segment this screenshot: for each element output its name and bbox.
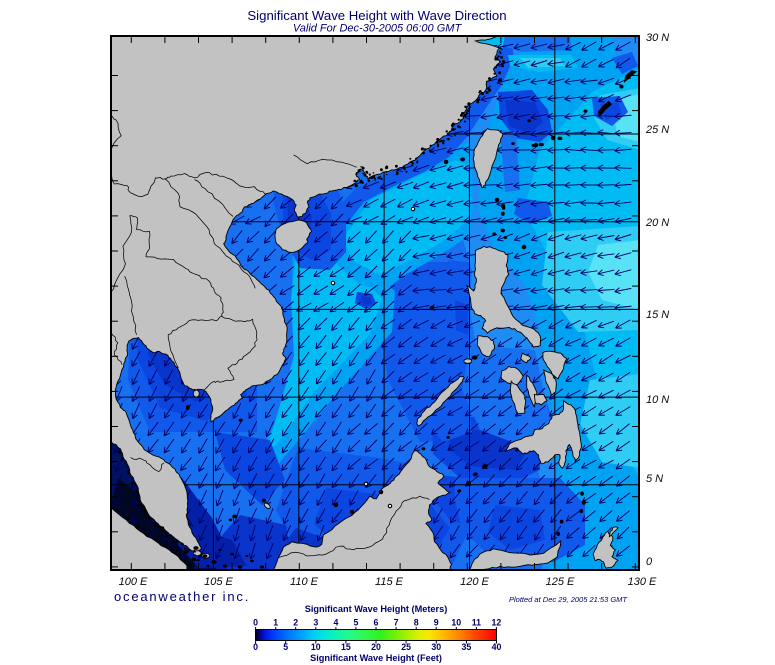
svg-text:9: 9 (434, 618, 439, 628)
svg-text:100 E: 100 E (119, 576, 148, 588)
svg-text:Significant Wave Height (Feet): Significant Wave Height (Feet) (310, 653, 442, 663)
svg-text:1: 1 (273, 618, 278, 628)
svg-text:15: 15 (341, 642, 351, 652)
svg-text:10 N: 10 N (646, 394, 669, 406)
svg-text:120 E: 120 E (460, 576, 489, 588)
svg-text:4: 4 (333, 618, 338, 628)
svg-text:Plotted at Dec 29, 2005 21:53: Plotted at Dec 29, 2005 21:53 GMT (509, 595, 628, 604)
svg-text:20 N: 20 N (645, 217, 669, 229)
svg-text:5: 5 (283, 642, 288, 652)
svg-text:Significant Wave Height with W: Significant Wave Height with Wave Direct… (247, 8, 506, 23)
svg-text:8: 8 (414, 618, 419, 628)
svg-text:6: 6 (374, 618, 379, 628)
svg-text:25 N: 25 N (645, 124, 669, 136)
svg-text:5 N: 5 N (646, 473, 663, 485)
svg-text:11: 11 (472, 618, 481, 628)
svg-text:7: 7 (394, 618, 399, 628)
svg-text:15 N: 15 N (646, 309, 669, 321)
svg-text:35: 35 (462, 642, 472, 652)
svg-text:20: 20 (371, 642, 381, 652)
svg-text:Significant Wave Height (Meter: Significant Wave Height (Meters) (305, 604, 448, 614)
svg-text:oceanweather inc.: oceanweather inc. (114, 589, 250, 604)
svg-text:0: 0 (253, 642, 258, 652)
svg-text:0: 0 (253, 618, 258, 628)
svg-text:125 E: 125 E (546, 576, 575, 588)
svg-text:110 E: 110 E (290, 576, 319, 588)
svg-text:5: 5 (353, 618, 358, 628)
svg-text:115 E: 115 E (375, 576, 404, 588)
svg-text:40: 40 (492, 642, 502, 652)
svg-text:30 N: 30 N (646, 32, 669, 44)
svg-text:Valid For Dec-30-2005 06:00 GM: Valid For Dec-30-2005 06:00 GMT (293, 23, 463, 35)
svg-text:130 E: 130 E (628, 576, 657, 588)
svg-text:10: 10 (451, 618, 461, 628)
svg-text:0: 0 (646, 556, 653, 568)
svg-text:2: 2 (293, 618, 298, 628)
svg-text:10: 10 (311, 642, 321, 652)
svg-text:30: 30 (431, 642, 441, 652)
svg-text:12: 12 (492, 618, 502, 628)
svg-text:25: 25 (401, 642, 411, 652)
svg-text:3: 3 (313, 618, 318, 628)
svg-text:105 E: 105 E (204, 576, 233, 588)
